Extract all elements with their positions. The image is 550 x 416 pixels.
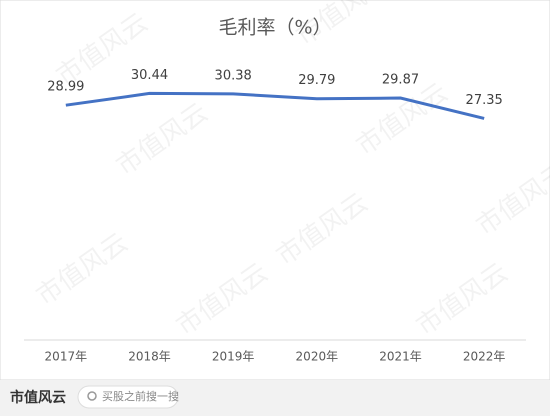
data-label: 30.38 <box>215 68 252 83</box>
data-label: 28.99 <box>47 80 84 95</box>
data-label: 29.87 <box>382 73 419 88</box>
x-tick-label: 2021年 <box>379 350 422 364</box>
plot-frame <box>0 0 550 381</box>
x-tick-label: 2020年 <box>296 350 339 364</box>
data-label: 27.35 <box>466 93 503 108</box>
x-tick-label: 2022年 <box>463 350 506 364</box>
search-placeholder[interactable]: 买股之前搜一搜 <box>102 389 179 403</box>
x-tick-label: 2018年 <box>128 350 171 364</box>
line <box>65 91 485 120</box>
data-label: 29.79 <box>298 73 335 88</box>
footer-logo: 市值风云 <box>10 389 66 406</box>
x-tick-label: 2019年 <box>212 350 255 364</box>
search-box[interactable] <box>77 385 179 409</box>
chart-title: 毛利率（%） <box>218 17 331 39</box>
x-tick-label: 2017年 <box>45 350 88 364</box>
search-icon <box>87 391 97 401</box>
data-label: 30.44 <box>131 68 168 83</box>
